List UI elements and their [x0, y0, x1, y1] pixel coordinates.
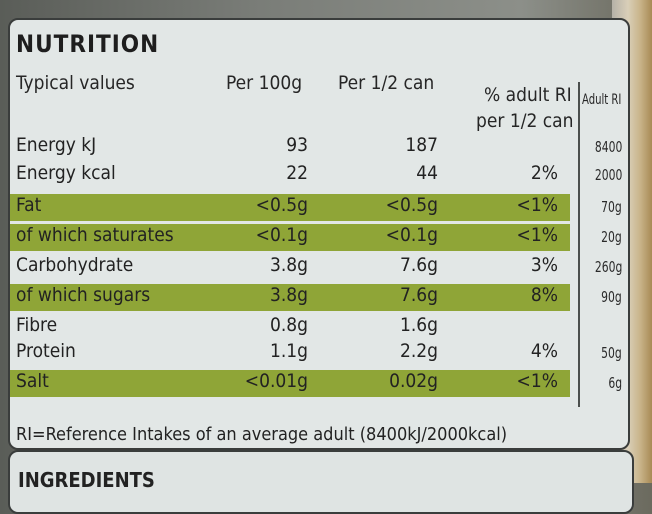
pct-ri-value: <1% [516, 194, 558, 216]
nutrient-name: Energy kJ [16, 134, 97, 156]
nutrient-name: Fat [16, 194, 42, 216]
nutrition-row: of which saturates <0.1g <0.1g <1% [10, 224, 570, 251]
nutrition-row: Energy kJ 93 187 [10, 134, 570, 161]
per-half-can-value: 7.6g [399, 254, 438, 276]
per-100g-value: 3.8g [269, 254, 308, 276]
adult-ri-value: 2000 [594, 166, 622, 184]
nutrition-row: Protein 1.1g 2.2g 4% [10, 340, 570, 367]
adult-ri-value: 260g [594, 258, 622, 276]
column-divider [578, 82, 580, 407]
nutrition-row: Fat <0.5g <0.5g <1% [10, 194, 570, 221]
adult-ri-value: 90g [601, 288, 622, 306]
pct-ri-value: 8% [530, 284, 558, 306]
pct-ri-value: 3% [530, 254, 558, 276]
adult-ri-value: 6g [608, 374, 622, 392]
per-100g-value: 22 [286, 162, 308, 184]
adult-ri-value: 8400 [594, 138, 622, 156]
nutrition-row: Carbohydrate 3.8g 7.6g 3% [10, 254, 570, 281]
per-100g-value: <0.01g [244, 370, 308, 392]
header-per-half-can: Per 1/2 can [338, 72, 435, 94]
adult-ri-value: 70g [601, 198, 622, 216]
per-100g-value: <0.5g [255, 194, 308, 216]
per-half-can-value: 1.6g [399, 314, 438, 336]
adult-ri-value: 20g [601, 228, 622, 246]
per-100g-value: 0.8g [269, 314, 308, 336]
nutrient-name: Salt [16, 370, 49, 392]
nutrient-name: Carbohydrate [16, 254, 134, 276]
header-typical-values: Typical values [16, 72, 135, 94]
nutrition-row: Salt <0.01g 0.02g <1% [10, 370, 570, 397]
adult-ri-value: 50g [601, 344, 622, 362]
per-100g-value: 3.8g [269, 284, 308, 306]
header-per-half-can-pct: per 1/2 can [476, 110, 574, 132]
ingredients-heading: INGREDIENTS [18, 468, 155, 492]
per-100g-value: 93 [286, 134, 308, 156]
header-pct-adult-ri: % adult RI [484, 84, 572, 106]
nutrient-name: of which saturates [16, 224, 174, 246]
nutrition-row: Fibre 0.8g 1.6g [10, 314, 570, 341]
pct-ri-value: <1% [516, 224, 558, 246]
pct-ri-value: <1% [516, 370, 558, 392]
nutrition-row: of which sugars 3.8g 7.6g 8% [10, 284, 570, 311]
nutrition-row: Energy kcal 22 44 2% [10, 162, 570, 189]
nutrient-name: of which sugars [16, 284, 151, 306]
per-100g-value: 1.1g [269, 340, 308, 362]
per-half-can-value: 7.6g [399, 284, 438, 306]
per-100g-value: <0.1g [255, 224, 308, 246]
per-half-can-value: <0.5g [385, 194, 438, 216]
header-adult-ri: Adult RI [582, 92, 622, 108]
nutrient-name: Protein [16, 340, 76, 362]
nutrient-name: Energy kcal [16, 162, 116, 184]
per-half-can-value: 2.2g [399, 340, 438, 362]
per-half-can-value: <0.1g [385, 224, 438, 246]
per-half-can-value: 44 [416, 162, 438, 184]
header-per-100g: Per 100g [226, 72, 303, 94]
per-half-can-value: 0.02g [389, 370, 438, 392]
nutrient-name: Fibre [16, 314, 58, 336]
pct-ri-value: 2% [530, 162, 558, 184]
per-half-can-value: 187 [405, 134, 438, 156]
nutrition-title: NUTRITION [16, 30, 160, 58]
pct-ri-value: 4% [530, 340, 558, 362]
footnote: RI=Reference Intakes of an average adult… [16, 424, 508, 445]
